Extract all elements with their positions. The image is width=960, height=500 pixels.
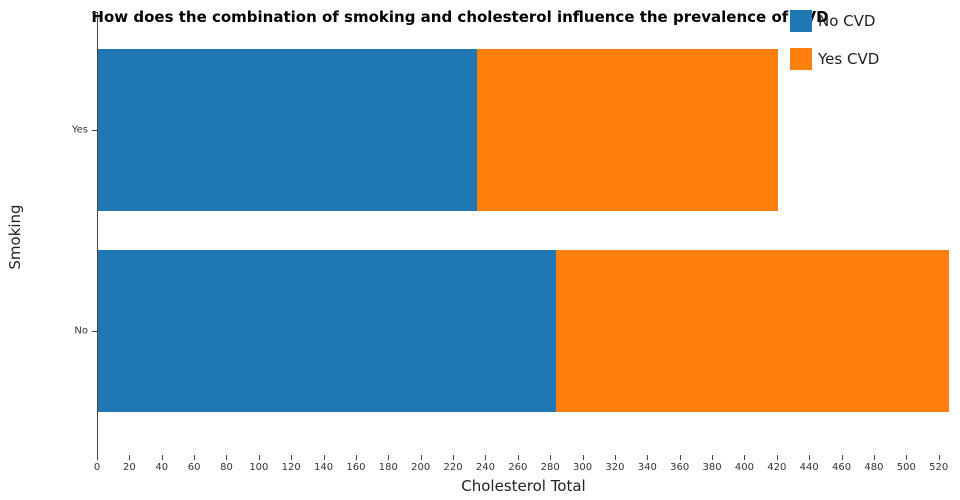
x-tick-label: 60 <box>187 462 201 473</box>
x-axis-title: Cholesterol Total <box>461 477 586 495</box>
x-tick-label: 480 <box>864 462 884 473</box>
x-tick-label: 300 <box>573 462 593 473</box>
x-tick-mark <box>550 455 552 460</box>
x-tick-label: 320 <box>605 462 625 473</box>
x-tick-mark <box>841 455 843 460</box>
plot-area <box>97 12 950 455</box>
x-tick-label: 360 <box>670 462 690 473</box>
y-tick-mark <box>92 12 97 13</box>
legend-item-no-cvd[interactable]: No CVD <box>790 10 879 32</box>
x-tick-mark <box>712 455 714 460</box>
x-tick-mark <box>873 455 875 460</box>
bar-row-no <box>98 250 950 412</box>
x-tick-mark <box>647 455 649 460</box>
y-tick-mark <box>92 331 97 332</box>
x-tick-mark <box>129 455 131 460</box>
y-tick-mark <box>92 130 97 131</box>
legend-swatch-yes-cvd <box>790 48 812 70</box>
x-tick-mark <box>453 455 455 460</box>
bar-segment-yes-cvd-yes <box>476 49 778 211</box>
legend: No CVD Yes CVD <box>790 10 879 70</box>
x-tick-label: 220 <box>443 462 463 473</box>
x-tick-label: 100 <box>249 462 269 473</box>
x-tick-mark <box>161 455 163 460</box>
legend-label-no-cvd: No CVD <box>818 12 876 30</box>
bar-segment-no-cvd-yes <box>98 49 477 211</box>
x-tick-label: 520 <box>929 462 949 473</box>
x-tick-label: 260 <box>508 462 528 473</box>
x-tick-label: 420 <box>767 462 787 473</box>
x-tick-mark <box>291 455 293 460</box>
x-tick-mark <box>194 455 196 460</box>
x-tick-label: 40 <box>155 462 169 473</box>
x-tick-mark <box>517 455 519 460</box>
x-tick-label: 380 <box>702 462 722 473</box>
x-tick-mark <box>744 455 746 460</box>
x-tick-label: 400 <box>734 462 754 473</box>
bar-segment-no-cvd-no <box>98 250 557 412</box>
legend-label-yes-cvd: Yes CVD <box>818 50 880 68</box>
x-tick-mark <box>906 455 908 460</box>
x-tick-label: 160 <box>346 462 366 473</box>
x-tick-mark <box>97 455 98 460</box>
x-tick-mark <box>355 455 357 460</box>
x-tick-label: 180 <box>378 462 398 473</box>
x-tick-mark <box>776 455 778 460</box>
x-tick-mark <box>582 455 584 460</box>
x-tick-mark <box>938 455 940 460</box>
x-tick-label: 200 <box>411 462 431 473</box>
x-tick-label: 280 <box>540 462 560 473</box>
x-tick-label: 340 <box>637 462 657 473</box>
bar-segment-yes-cvd-no <box>556 250 950 412</box>
x-tick-mark <box>323 455 325 460</box>
x-tick-mark <box>485 455 487 460</box>
y-axis-title: Smoking <box>6 204 24 270</box>
x-tick-mark <box>420 455 422 460</box>
x-tick-label: 140 <box>314 462 334 473</box>
x-tick-label: 460 <box>832 462 852 473</box>
x-tick-mark <box>809 455 811 460</box>
x-tick-mark <box>614 455 616 460</box>
x-tick-mark <box>388 455 390 460</box>
x-tick-label: 120 <box>281 462 301 473</box>
y-tick-label-no: No <box>74 325 88 337</box>
legend-item-yes-cvd[interactable]: Yes CVD <box>790 48 879 70</box>
x-tick-label: 240 <box>475 462 495 473</box>
bar-row-yes <box>98 49 950 211</box>
x-tick-label: 80 <box>220 462 233 473</box>
x-tick-mark <box>226 455 228 460</box>
x-tick-mark <box>258 455 260 460</box>
x-tick-mark <box>679 455 681 460</box>
legend-swatch-no-cvd <box>790 10 812 32</box>
x-tick-label: 0 <box>93 462 101 473</box>
chart-title: How does the combination of smoking and … <box>91 8 829 26</box>
x-tick-label: 440 <box>799 462 819 473</box>
x-tick-label: 500 <box>896 462 916 473</box>
x-tick-label: 20 <box>122 462 136 473</box>
y-tick-label-yes: Yes <box>71 124 88 136</box>
